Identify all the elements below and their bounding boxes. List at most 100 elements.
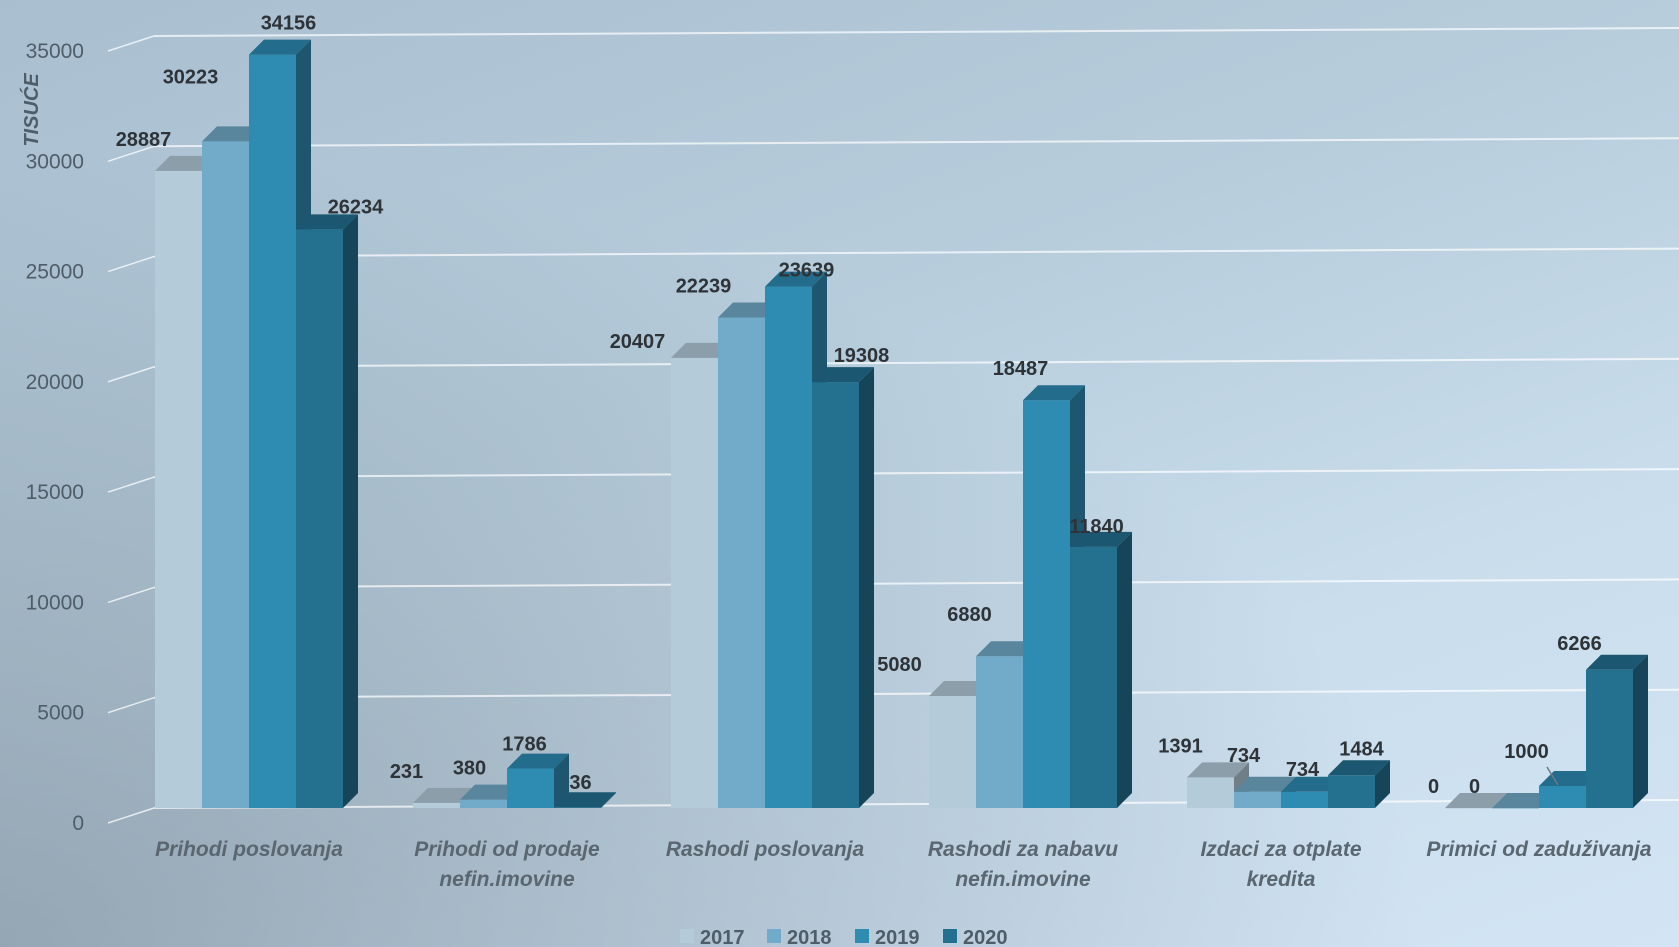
bar-top-2020-0 [296, 214, 358, 230]
bar-top-2019-2 [765, 271, 827, 287]
bar-front-2018-0 [202, 141, 249, 809]
bar-top-2019-0 [249, 39, 311, 55]
y-tick-label: 15000 [26, 481, 84, 504]
bar-top-2020-2 [812, 367, 874, 383]
bar-front-2017-4 [1187, 777, 1234, 808]
bar-top-2020-1 [554, 792, 616, 808]
y-tick-label: 5000 [37, 702, 84, 725]
bar-top-2018-1 [460, 784, 522, 800]
bar-front-2018-3 [976, 656, 1023, 808]
bar-top-2017-1 [413, 787, 475, 803]
gridline-20000 [153, 357, 1679, 368]
category-label-1: nefin.imovine [439, 868, 575, 891]
bar-front-2018-1 [460, 799, 507, 808]
bar-top-2020-3 [1070, 531, 1132, 547]
category-label-4: kredita [1247, 868, 1316, 891]
bar-front-2017-5 [1445, 808, 1492, 809]
data-label-2019-2: 23639 [779, 260, 835, 282]
data-label-2020-3: 11840 [1069, 516, 1124, 538]
bar-top-2018-5 [1492, 793, 1554, 808]
grid-diagonal-20000 [107, 366, 155, 383]
bar-top-2018-0 [202, 126, 264, 142]
bar-front-2018-2 [718, 317, 765, 808]
bar-side-2019-1 [554, 753, 569, 808]
leader-line [1546, 766, 1559, 786]
data-label-2017-1: 231 [390, 761, 423, 783]
bar-top-2019-3 [1023, 385, 1085, 401]
y-tick-label: 10000 [26, 591, 84, 614]
category-label-0: Prihodi poslovanja [155, 838, 343, 861]
bar-side-2020-3 [1117, 531, 1132, 808]
legend-swatch-2020 [943, 929, 957, 943]
bar-front-2020-0 [296, 229, 343, 809]
bar-front-2018-5 [1492, 808, 1539, 809]
bar-top-2017-4 [1187, 762, 1249, 778]
legend-label-2017: 2017 [700, 927, 745, 947]
data-label-2020-2: 19308 [834, 345, 890, 367]
gridline-5000 [153, 688, 1679, 699]
y-tick-label: 25000 [26, 261, 84, 284]
data-label-2020-0: 26234 [328, 196, 384, 218]
legend-label-2020: 2020 [963, 927, 1008, 947]
data-label-2020-5: 6266 [1557, 633, 1602, 655]
data-label-2018-0: 30223 [163, 66, 219, 88]
data-label-2017-0: 28887 [116, 129, 172, 151]
category-label-5: Primici od zaduživanja [1426, 838, 1652, 861]
bar-top-2020-4 [1328, 760, 1390, 776]
category-label-2: Rashodi poslovanja [666, 838, 865, 861]
bar-front-2020-3 [1070, 546, 1117, 808]
bar-front-2019-1 [507, 768, 554, 808]
category-label-1: Prihodi od prodaje [414, 838, 600, 861]
bar-front-2020-2 [812, 382, 859, 808]
bar-top-2017-5 [1445, 793, 1507, 808]
bar-top-2020-5 [1586, 654, 1648, 670]
data-label-2018-1: 380 [453, 758, 486, 780]
bar-front-2017-2 [671, 357, 718, 808]
category-label-4: Izdaci za otplate [1200, 838, 1361, 861]
bar-top-2019-5 [1539, 770, 1601, 786]
data-label-2020-1: 36 [569, 772, 591, 794]
y-tick-label: 0 [72, 812, 84, 835]
grid-diagonal-35000 [107, 35, 155, 52]
data-label-2019-3: 18487 [993, 358, 1049, 380]
bar-front-2019-3 [1023, 400, 1070, 808]
bar-top-2017-2 [671, 342, 733, 358]
bar-front-2020-5 [1586, 669, 1633, 808]
y-tick-label: 20000 [26, 371, 84, 394]
bar-top-2018-4 [1234, 776, 1296, 792]
y-tick-label: 35000 [26, 40, 84, 63]
legend-swatch-2018 [767, 929, 781, 943]
y-tick-label: 30000 [26, 150, 84, 173]
bar-top-2019-4 [1281, 776, 1343, 792]
grid-diagonal-15000 [107, 476, 155, 493]
bar-front-2020-4 [1328, 775, 1375, 808]
data-label-2019-1: 1786 [502, 734, 547, 756]
bar-front-2018-4 [1234, 791, 1281, 808]
bar-front-2017-3 [929, 695, 976, 808]
bar-top-2019-1 [507, 753, 569, 769]
gridline-30000 [153, 137, 1679, 148]
data-label-2018-2: 22239 [676, 275, 732, 297]
grid-diagonal-10000 [107, 586, 155, 604]
grid-diagonal-25000 [107, 255, 155, 273]
bar-front-2019-2 [765, 286, 812, 808]
bar-top-2018-2 [718, 302, 780, 318]
category-label-3: Rashodi za nabavu [928, 838, 1118, 861]
bar-side-2020-4 [1375, 760, 1390, 808]
data-label-2019-4: 734 [1286, 759, 1320, 781]
data-label-2019-0: 34156 [261, 13, 317, 35]
data-label-2017-3: 5080 [877, 654, 922, 676]
data-label-2017-5: 0 [1428, 776, 1439, 798]
grid-diagonal-5000 [107, 697, 155, 714]
bar-side-2020-2 [859, 367, 874, 808]
data-label-2020-4: 1484 [1339, 738, 1384, 760]
data-label-2018-3: 6880 [947, 604, 992, 626]
gridline-10000 [153, 578, 1679, 589]
bar-top-2017-0 [155, 155, 217, 171]
category-label-3: nefin.imovine [955, 868, 1091, 891]
data-label-2017-4: 1391 [1158, 735, 1203, 757]
gridline-25000 [153, 247, 1679, 258]
bar-front-2017-1 [413, 802, 460, 808]
data-label-2019-5: 1000 [1504, 741, 1549, 763]
